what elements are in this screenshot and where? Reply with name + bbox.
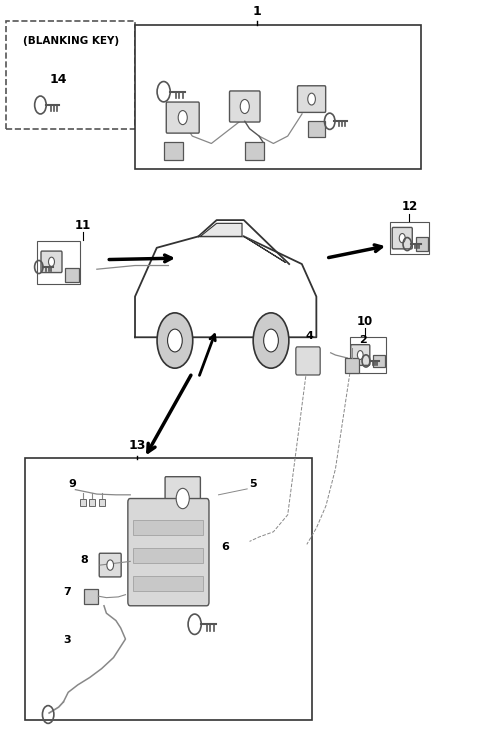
FancyBboxPatch shape <box>298 86 325 112</box>
Circle shape <box>168 329 182 352</box>
Bar <box>346 358 359 373</box>
Circle shape <box>399 234 405 243</box>
FancyBboxPatch shape <box>99 554 121 577</box>
Bar <box>99 498 105 506</box>
Circle shape <box>157 313 193 368</box>
Bar <box>390 222 429 254</box>
Circle shape <box>240 100 249 114</box>
Polygon shape <box>200 223 242 237</box>
Text: 2: 2 <box>360 336 367 345</box>
Text: 14: 14 <box>50 73 67 86</box>
FancyBboxPatch shape <box>6 22 135 129</box>
Text: 3: 3 <box>63 635 71 645</box>
Text: 1: 1 <box>252 4 261 18</box>
Bar <box>373 355 384 368</box>
Text: 9: 9 <box>68 479 76 490</box>
Text: 13: 13 <box>129 439 146 452</box>
FancyBboxPatch shape <box>128 498 209 606</box>
FancyBboxPatch shape <box>166 102 199 133</box>
FancyBboxPatch shape <box>296 347 320 375</box>
Bar <box>308 121 324 137</box>
Circle shape <box>107 560 114 570</box>
Bar <box>132 548 203 563</box>
Circle shape <box>48 257 54 266</box>
Text: 4: 4 <box>306 332 314 341</box>
Text: 6: 6 <box>221 542 229 552</box>
Circle shape <box>308 93 315 105</box>
Bar <box>25 458 312 720</box>
FancyBboxPatch shape <box>229 91 260 122</box>
Bar <box>350 337 385 373</box>
Bar <box>245 141 264 160</box>
FancyBboxPatch shape <box>392 228 412 249</box>
Text: 12: 12 <box>401 200 418 213</box>
Bar <box>135 25 421 170</box>
Circle shape <box>176 488 189 509</box>
Bar <box>416 237 428 251</box>
Bar <box>84 589 98 603</box>
Text: 10: 10 <box>357 315 373 327</box>
FancyBboxPatch shape <box>41 251 62 272</box>
Bar <box>132 576 203 591</box>
FancyBboxPatch shape <box>165 477 200 520</box>
Polygon shape <box>244 237 286 263</box>
Bar <box>80 498 86 506</box>
Bar <box>89 498 96 506</box>
Circle shape <box>253 313 289 368</box>
Bar <box>37 241 80 284</box>
Circle shape <box>264 329 278 352</box>
Text: 5: 5 <box>250 479 257 490</box>
Bar <box>164 141 183 160</box>
Text: (BLANKING KEY): (BLANKING KEY) <box>23 36 119 46</box>
Text: 11: 11 <box>74 219 91 231</box>
Circle shape <box>178 111 187 124</box>
Circle shape <box>358 350 363 359</box>
Text: 7: 7 <box>63 587 71 597</box>
Bar <box>65 269 79 282</box>
Bar <box>132 520 203 535</box>
FancyBboxPatch shape <box>351 344 370 365</box>
Text: 8: 8 <box>80 555 88 565</box>
